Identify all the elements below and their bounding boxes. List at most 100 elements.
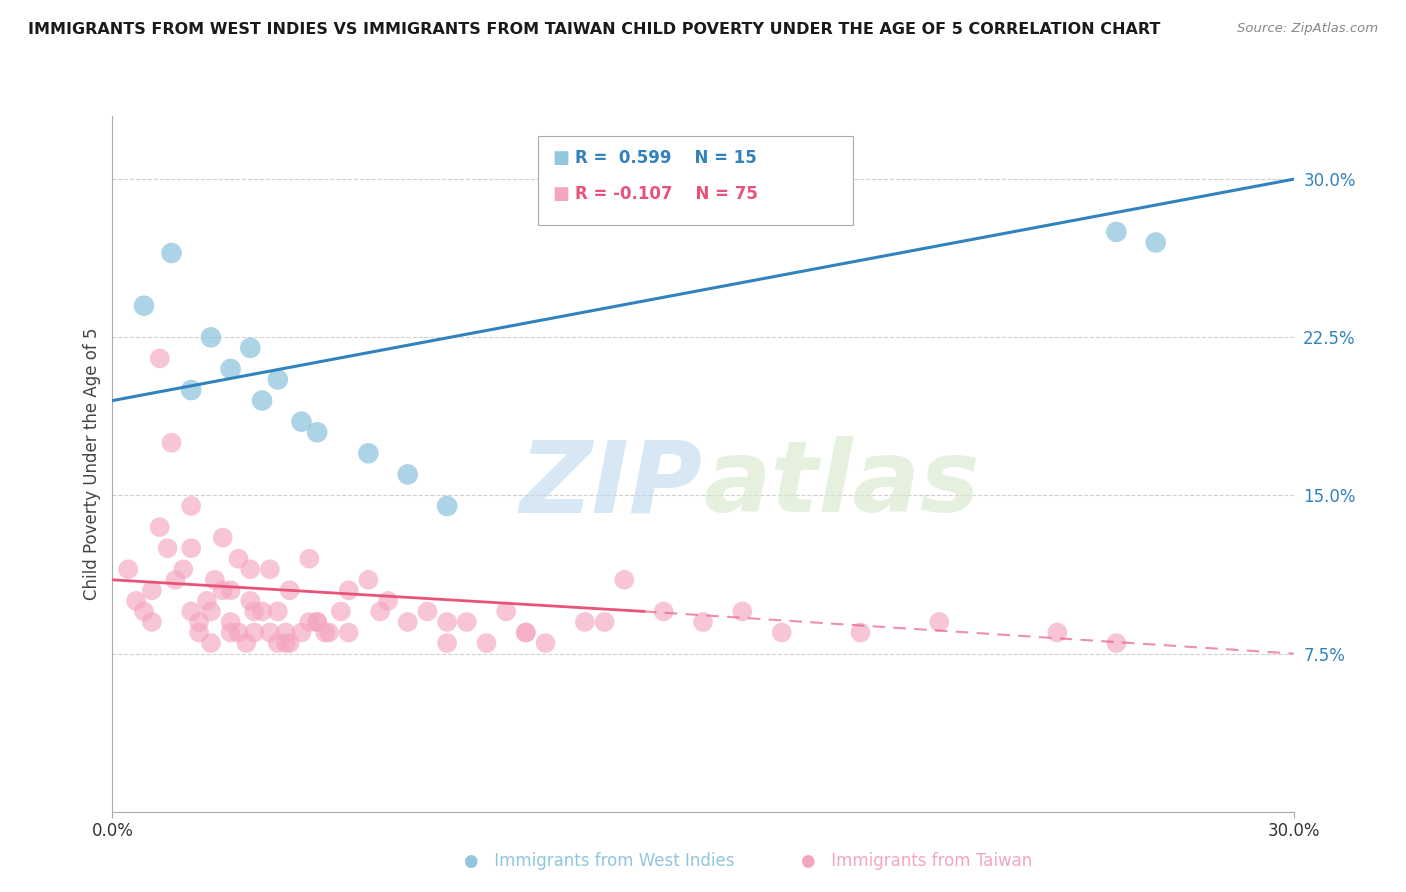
Text: ■: ■ <box>553 149 569 167</box>
Point <box>1046 625 1069 640</box>
Point <box>243 604 266 618</box>
Point <box>160 246 183 260</box>
Point <box>357 446 380 460</box>
Text: R =  0.599    N = 15: R = 0.599 N = 15 <box>575 149 756 167</box>
Point <box>243 625 266 640</box>
Point <box>267 604 290 618</box>
Text: Source: ZipAtlas.com: Source: ZipAtlas.com <box>1237 22 1378 36</box>
Point <box>318 625 340 640</box>
Point <box>180 604 202 618</box>
Point <box>259 625 281 640</box>
Point <box>132 604 155 618</box>
Point <box>495 604 517 618</box>
Point <box>290 415 312 429</box>
Point <box>515 625 537 640</box>
Text: ●   Immigrants from West Indies: ● Immigrants from West Indies <box>464 852 734 870</box>
Point <box>534 636 557 650</box>
Point <box>125 594 148 608</box>
Point <box>211 583 233 598</box>
Point <box>1105 636 1128 650</box>
Point <box>132 299 155 313</box>
Point <box>307 615 329 629</box>
Point <box>515 625 537 640</box>
Point <box>228 551 250 566</box>
Point <box>141 583 163 598</box>
Point <box>574 615 596 629</box>
Point <box>290 625 312 640</box>
Point <box>219 625 242 640</box>
Point <box>200 330 222 344</box>
Point <box>250 604 273 618</box>
Point <box>436 636 458 650</box>
Point <box>731 604 754 618</box>
Point <box>436 499 458 513</box>
Point <box>329 604 352 618</box>
Point <box>165 573 187 587</box>
Point <box>160 435 183 450</box>
Point <box>156 541 179 556</box>
Point <box>141 615 163 629</box>
Point <box>314 625 336 640</box>
Point <box>337 583 360 598</box>
Point <box>456 615 478 629</box>
Text: R = -0.107    N = 75: R = -0.107 N = 75 <box>575 186 758 203</box>
Point <box>337 625 360 640</box>
Point <box>195 594 218 608</box>
Point <box>1105 225 1128 239</box>
Point <box>928 615 950 629</box>
Point <box>239 594 262 608</box>
Point <box>278 636 301 650</box>
Point <box>239 341 262 355</box>
Point <box>200 604 222 618</box>
Point <box>188 625 211 640</box>
Point <box>652 604 675 618</box>
Point <box>298 615 321 629</box>
Point <box>211 531 233 545</box>
Point <box>849 625 872 640</box>
Point <box>149 520 172 534</box>
Text: ZIP: ZIP <box>520 436 703 533</box>
Text: IMMIGRANTS FROM WEST INDIES VS IMMIGRANTS FROM TAIWAN CHILD POVERTY UNDER THE AG: IMMIGRANTS FROM WEST INDIES VS IMMIGRANT… <box>28 22 1160 37</box>
Y-axis label: Child Poverty Under the Age of 5: Child Poverty Under the Age of 5 <box>83 327 101 600</box>
Point <box>180 383 202 397</box>
Point <box>274 636 297 650</box>
Point <box>228 625 250 640</box>
Point <box>180 499 202 513</box>
Point <box>219 615 242 629</box>
Point <box>475 636 498 650</box>
Point <box>692 615 714 629</box>
Point <box>377 594 399 608</box>
Point <box>278 583 301 598</box>
Point <box>235 636 257 650</box>
Point <box>357 573 380 587</box>
Point <box>200 636 222 650</box>
Point <box>172 562 194 576</box>
Point <box>267 636 290 650</box>
Point <box>180 541 202 556</box>
Text: ●   Immigrants from Taiwan: ● Immigrants from Taiwan <box>801 852 1032 870</box>
Point <box>259 562 281 576</box>
Text: atlas: atlas <box>703 436 980 533</box>
Point <box>204 573 226 587</box>
Point <box>396 467 419 482</box>
Point <box>593 615 616 629</box>
Point <box>1144 235 1167 250</box>
Point <box>188 615 211 629</box>
Point <box>368 604 391 618</box>
Point <box>219 583 242 598</box>
Point <box>149 351 172 366</box>
Point <box>267 372 290 386</box>
Point <box>416 604 439 618</box>
Point <box>307 615 329 629</box>
Point <box>770 625 793 640</box>
Point <box>396 615 419 629</box>
Point <box>274 625 297 640</box>
Text: ■: ■ <box>553 186 569 203</box>
Point <box>298 551 321 566</box>
Point <box>436 615 458 629</box>
Point <box>307 425 329 440</box>
Point <box>613 573 636 587</box>
Point <box>239 562 262 576</box>
Point <box>219 362 242 376</box>
Point <box>117 562 139 576</box>
